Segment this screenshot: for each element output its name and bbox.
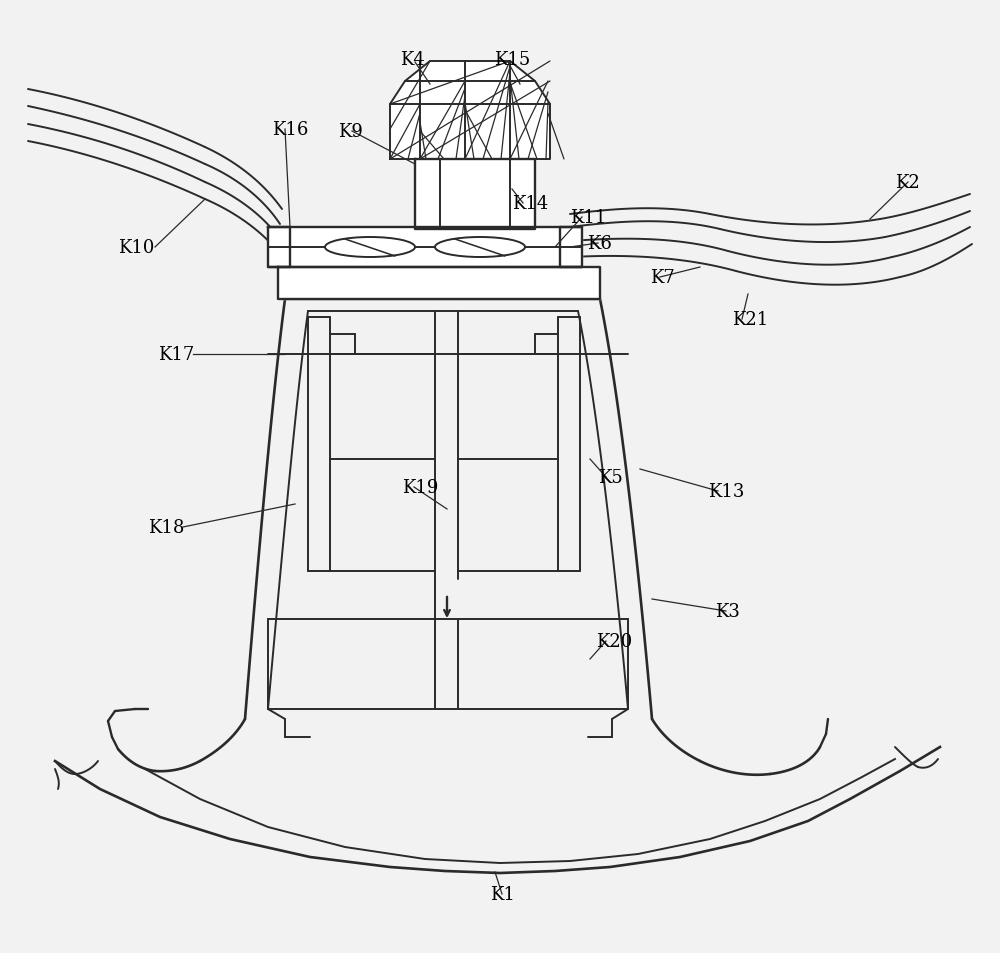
Polygon shape (390, 62, 550, 160)
Text: K15: K15 (494, 51, 530, 69)
Text: K7: K7 (650, 269, 675, 287)
Text: K21: K21 (732, 311, 768, 329)
Text: K20: K20 (596, 633, 632, 650)
Text: K6: K6 (587, 234, 612, 253)
Text: K16: K16 (272, 121, 308, 139)
Text: K18: K18 (148, 518, 184, 537)
Text: K5: K5 (598, 469, 623, 486)
Text: K17: K17 (158, 346, 194, 364)
Text: K19: K19 (402, 478, 438, 497)
Text: K1: K1 (490, 885, 515, 903)
Polygon shape (415, 160, 535, 230)
Text: K14: K14 (512, 194, 548, 213)
Text: K10: K10 (118, 239, 154, 256)
Text: K13: K13 (708, 482, 744, 500)
Polygon shape (268, 228, 582, 268)
Ellipse shape (325, 237, 415, 257)
Polygon shape (278, 268, 600, 299)
Text: K11: K11 (570, 209, 606, 227)
Ellipse shape (435, 237, 525, 257)
Text: K9: K9 (338, 123, 363, 141)
Text: K2: K2 (895, 173, 920, 192)
Text: K3: K3 (715, 602, 740, 620)
Text: K4: K4 (400, 51, 425, 69)
